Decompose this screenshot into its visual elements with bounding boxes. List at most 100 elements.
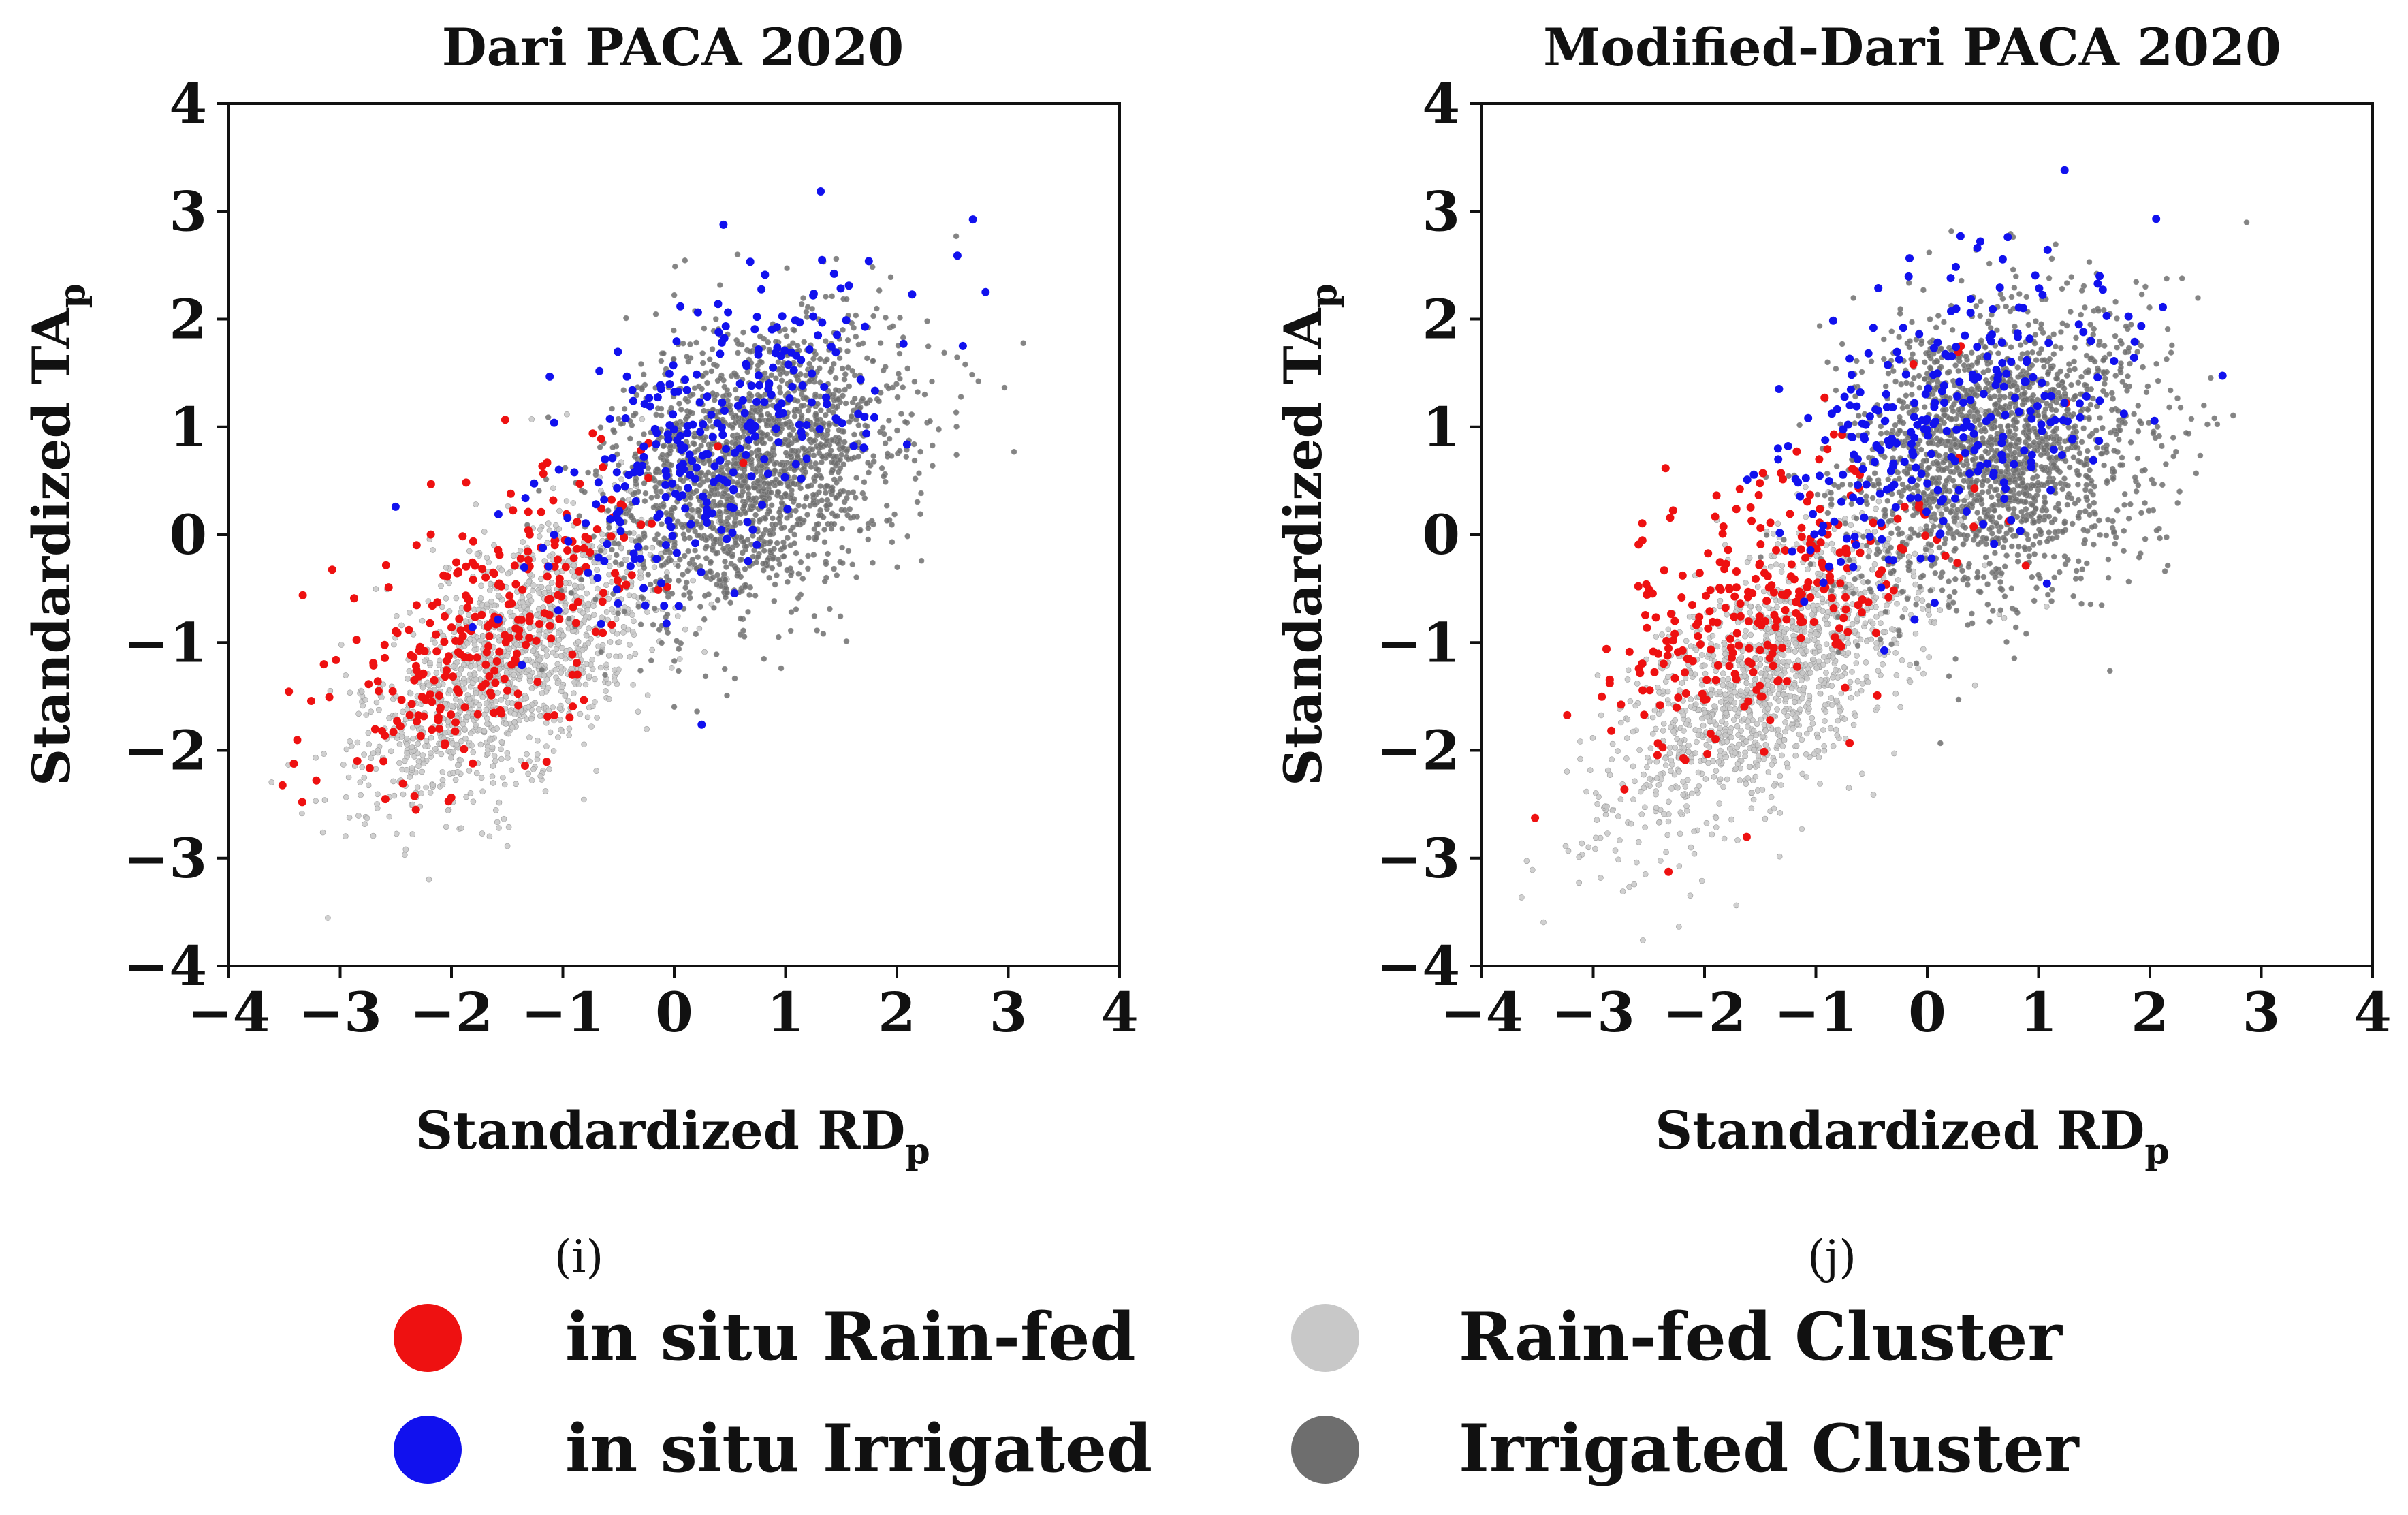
irrigated-cluster-point [699, 350, 706, 356]
rain-fed-cluster-point [1612, 847, 1619, 854]
in-situ-irrigated-point [752, 540, 761, 549]
rain-fed-cluster-point [1793, 743, 1800, 749]
in-situ-irrigated-point [662, 471, 671, 480]
rain-fed-cluster-point [470, 749, 477, 755]
rain-fed-cluster-point [626, 592, 633, 599]
rain-fed-cluster-point [1775, 520, 1781, 527]
rain-fed-cluster-point [1869, 566, 1876, 573]
rain-fed-cluster-point [1663, 849, 1669, 856]
irrigated-cluster-point [835, 396, 842, 403]
rain-fed-cluster-point [1716, 800, 1723, 807]
irrigated-cluster-point [902, 418, 908, 425]
rain-fed-cluster-point [387, 748, 394, 755]
in-situ-rain-fed-point [410, 792, 419, 800]
irrigated-cluster-point [781, 468, 787, 475]
rain-fed-cluster-point [605, 652, 612, 659]
rain-fed-cluster-point [1835, 717, 1841, 724]
rain-fed-cluster-point [375, 791, 381, 798]
in-situ-rain-fed-point [568, 670, 577, 679]
in-situ-irrigated-point [849, 441, 858, 450]
rain-fed-cluster-point [1713, 824, 1720, 830]
rain-fed-cluster-point [403, 741, 410, 747]
in-situ-rain-fed-point [501, 638, 510, 646]
rain-fed-cluster-point [1782, 719, 1788, 725]
in-situ-irrigated-point [815, 424, 824, 433]
rain-fed-cluster-point [526, 667, 532, 674]
irrigated-cluster-point [738, 473, 745, 480]
in-situ-rain-fed-point [500, 674, 509, 683]
irrigated-cluster-point [767, 531, 774, 538]
irrigated-cluster-point [782, 436, 789, 443]
rain-fed-cluster-point [1838, 690, 1845, 697]
irrigated-cluster-point [842, 400, 849, 407]
irrigated-cluster-point [606, 525, 612, 531]
in-situ-rain-fed-point [417, 670, 426, 679]
rain-fed-cluster-point [571, 679, 577, 685]
rain-fed-cluster-point [348, 743, 355, 749]
rain-fed-cluster-point [454, 741, 460, 748]
rain-fed-cluster-point [1818, 676, 1824, 683]
rain-fed-cluster-point [556, 636, 563, 643]
rain-fed-cluster-point [1688, 844, 1694, 851]
rain-fed-cluster-point [473, 501, 479, 507]
rain-fed-cluster-point [364, 815, 370, 822]
irrigated-cluster-point [613, 552, 620, 559]
in-situ-rain-fed-point [503, 686, 511, 695]
in-situ-rain-fed-point [452, 558, 460, 567]
rain-fed-cluster-point [321, 797, 328, 803]
irrigated-cluster-point [637, 536, 643, 543]
irrigated-cluster-point [733, 371, 739, 378]
irrigated-cluster-point [845, 548, 852, 555]
rain-fed-cluster-point [1658, 858, 1664, 864]
in-situ-irrigated-point [829, 269, 838, 278]
in-situ-irrigated-point [831, 348, 840, 357]
rain-fed-cluster-point [1720, 783, 1726, 790]
irrigated-cluster-point [891, 511, 898, 518]
rain-fed-cluster-point [1624, 676, 1631, 683]
in-situ-rain-fed-point [525, 634, 534, 642]
in-situ-irrigated-point [708, 433, 717, 441]
irrigated-cluster-point [911, 378, 918, 385]
in-situ-irrigated-point [802, 421, 811, 429]
rain-fed-cluster-point [492, 807, 499, 813]
rain-fed-cluster-point [343, 794, 349, 800]
irrigated-cluster-point [658, 358, 665, 364]
rain-fed-cluster-point [1799, 736, 1805, 743]
irrigated-cluster-point [759, 463, 765, 469]
irrigated-cluster-point [727, 546, 733, 553]
rain-fed-cluster-point [426, 876, 432, 883]
irrigated-cluster-point [732, 386, 739, 393]
x-tick-label: 1 [767, 980, 805, 1044]
rain-fed-cluster-point [1651, 707, 1658, 714]
irrigated-cluster-point [687, 341, 693, 347]
in-situ-irrigated-point [908, 290, 917, 299]
in-situ-rain-fed-point [545, 621, 554, 630]
rain-fed-cluster-point [403, 735, 410, 742]
rain-fed-cluster-point [1806, 706, 1812, 712]
irrigated-cluster-point [654, 405, 661, 411]
irrigated-cluster-point [894, 427, 900, 434]
irrigated-cluster-point [785, 483, 791, 490]
irrigated-cluster-point [818, 475, 825, 481]
irrigated-cluster-point [735, 341, 742, 347]
rain-fed-cluster-point [373, 766, 379, 772]
in-situ-irrigated-point [718, 398, 727, 407]
irrigated-cluster-point [880, 424, 886, 431]
panel-label-i: (i) [554, 1231, 604, 1283]
irrigated-cluster-point [791, 413, 798, 420]
irrigated-cluster-point [885, 385, 892, 392]
rain-fed-cluster-point [1839, 634, 1845, 640]
rain-fed-cluster-point [556, 705, 563, 712]
rain-fed-cluster-point [461, 685, 467, 692]
rain-fed-cluster-point [1822, 708, 1829, 715]
rain-fed-cluster-point [1801, 642, 1807, 649]
in-situ-irrigated-point [614, 599, 622, 608]
irrigated-cluster-point [740, 538, 747, 545]
in-situ-irrigated-point [862, 429, 871, 438]
rain-fed-cluster-point [1665, 674, 1671, 681]
rain-fed-cluster-point [1764, 682, 1771, 689]
rain-fed-cluster-point [505, 730, 512, 737]
in-situ-irrigated-point [655, 510, 664, 518]
rain-fed-cluster-point [1907, 678, 1914, 685]
